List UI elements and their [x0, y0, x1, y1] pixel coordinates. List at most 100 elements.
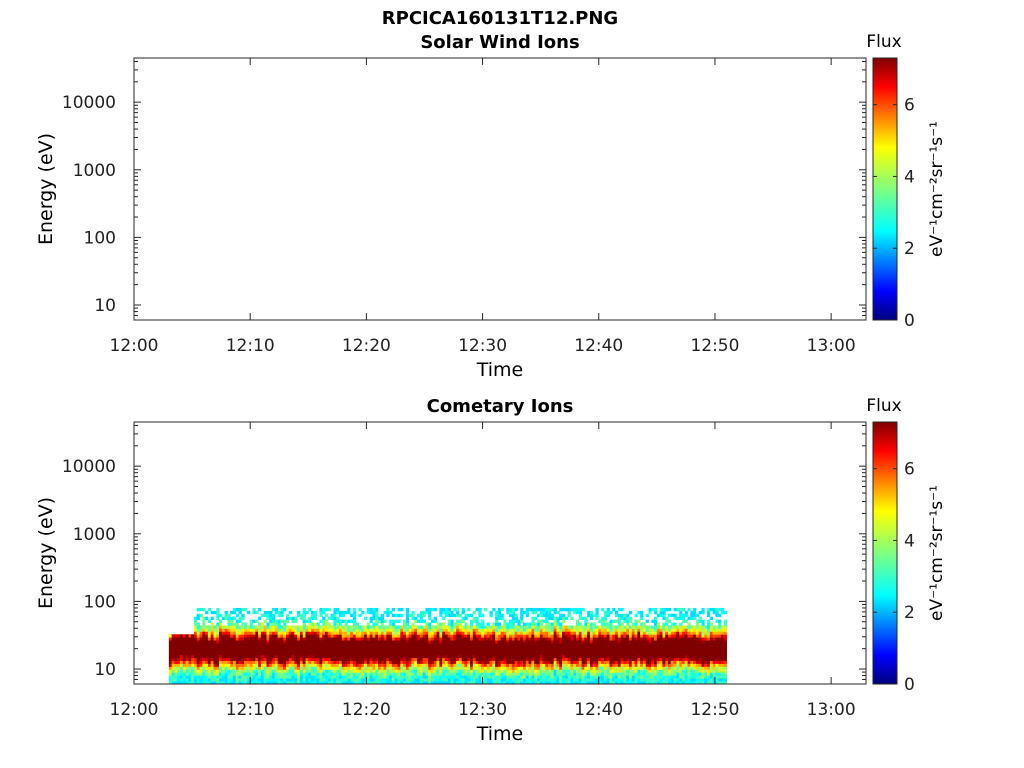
spectrogram-cell: [199, 672, 203, 676]
spectrogram-cell: [456, 672, 460, 676]
spectrogram-cell: [375, 663, 379, 667]
y-tick-label: 1000: [73, 525, 116, 545]
spectrogram-cell: [458, 643, 463, 647]
spectrogram-cell: [575, 657, 580, 661]
spectrogram-cell: [481, 657, 485, 661]
spectrogram-cell: [269, 640, 273, 644]
spectrogram-cell: [252, 678, 256, 682]
spectrogram-cell: [224, 616, 228, 621]
spectrogram-cell: [327, 616, 331, 621]
spectrogram-cell: [626, 645, 630, 650]
spectrogram-cell: [422, 613, 426, 618]
spectrogram-cell: [679, 634, 683, 638]
spectrogram-cell: [704, 631, 708, 635]
spectrogram-cell: [559, 631, 563, 635]
spectrogram-cell: [648, 648, 652, 653]
spectrogram-cell: [467, 666, 471, 670]
spectrogram-cell: [428, 681, 432, 684]
spectrogram-cell: [690, 657, 694, 661]
spectrogram-cell: [645, 619, 649, 623]
spectrogram-cell: [628, 660, 633, 664]
spectrogram-cell: [695, 681, 700, 684]
spectrogram-cell: [506, 628, 510, 632]
spectrogram-cell: [219, 640, 223, 644]
spectrogram-cell: [174, 645, 178, 650]
spectrogram-cell: [511, 607, 516, 612]
spectrogram-cell: [626, 648, 630, 653]
spectrogram-cell: [511, 675, 516, 679]
spectrogram-cell: [182, 640, 186, 644]
spectrogram-cell: [180, 675, 184, 679]
spectrogram-cell: [241, 672, 245, 676]
spectrogram-cell: [684, 660, 688, 664]
spectrogram-cell: [698, 648, 702, 653]
spectrogram-cell: [241, 666, 245, 670]
spectrogram-cell: [720, 681, 725, 684]
colorbar-title: Flux: [866, 32, 901, 52]
spectrogram-cell: [230, 657, 234, 661]
spectrogram-cell: [620, 681, 624, 684]
spectrogram-cell: [534, 681, 538, 684]
spectrogram-cell: [372, 643, 376, 647]
spectrogram-cell: [623, 616, 627, 621]
spectrogram-cell: [383, 657, 387, 661]
spectrogram-cell: [503, 645, 507, 650]
spectrogram-cell: [659, 654, 663, 659]
spectrogram-cell: [297, 640, 301, 644]
spectrogram-cell: [520, 610, 524, 615]
spectrogram-cell: [668, 663, 672, 667]
spectrogram-cell: [375, 607, 379, 612]
spectrogram-cell: [589, 637, 594, 641]
spectrogram-cell: [520, 681, 524, 684]
spectrogram-cell: [263, 619, 267, 623]
spectrogram-cell: [372, 681, 376, 684]
spectrogram-cell: [336, 654, 340, 659]
spectrogram-cell: [288, 672, 292, 676]
spectrogram-cell: [556, 663, 560, 667]
spectrogram-cell: [202, 675, 206, 679]
spectrogram-cell: [422, 637, 426, 641]
spectrogram-cell: [408, 681, 412, 684]
spectrogram-cell: [436, 681, 440, 684]
spectrogram-cell: [701, 678, 705, 682]
spectrogram-cell: [442, 669, 446, 673]
spectrogram-cell: [325, 645, 329, 650]
spectrogram-cell: [389, 634, 393, 638]
spectrogram-cell: [444, 625, 449, 629]
spectrogram-cell: [623, 660, 627, 664]
spectrogram-cell: [654, 637, 658, 641]
spectrogram-cell: [352, 610, 357, 615]
spectrogram-cell: [673, 634, 677, 638]
spectrogram-cell: [531, 622, 535, 626]
spectrogram-cell: [202, 628, 206, 632]
spectrogram-cell: [224, 681, 228, 684]
spectrogram-cell: [662, 634, 666, 638]
spectrogram-cell: [486, 643, 490, 647]
spectrogram-cell: [428, 657, 432, 661]
spectrogram-cell: [656, 678, 661, 682]
spectrogram-cell: [419, 678, 424, 682]
spectrogram-cell: [640, 628, 644, 632]
spectrogram-cell: [193, 666, 198, 670]
spectrogram-cell: [511, 619, 516, 623]
spectrogram-cell: [545, 613, 549, 618]
spectrogram-cell: [411, 666, 415, 670]
spectrogram-cell: [679, 672, 683, 676]
spectrogram-cell: [648, 666, 652, 670]
spectrogram-cell: [595, 675, 599, 679]
spectrogram-cell: [598, 654, 602, 659]
spectrogram-cell: [185, 660, 189, 664]
spectrogram-cell: [620, 663, 624, 667]
spectrogram-cell: [564, 666, 569, 670]
spectrogram-cell: [467, 651, 471, 656]
spectrogram-cell: [285, 643, 290, 647]
spectrogram-cell: [305, 672, 309, 676]
spectrogram-cell: [191, 645, 195, 650]
spectrogram-cell: [492, 631, 496, 635]
spectrogram-cell: [514, 666, 518, 670]
spectrogram-cell: [634, 660, 638, 664]
spectrogram-cell: [584, 666, 588, 670]
spectrogram-cell: [712, 663, 716, 667]
spectrogram-cell: [718, 634, 722, 638]
spectrogram-cell: [230, 631, 234, 635]
